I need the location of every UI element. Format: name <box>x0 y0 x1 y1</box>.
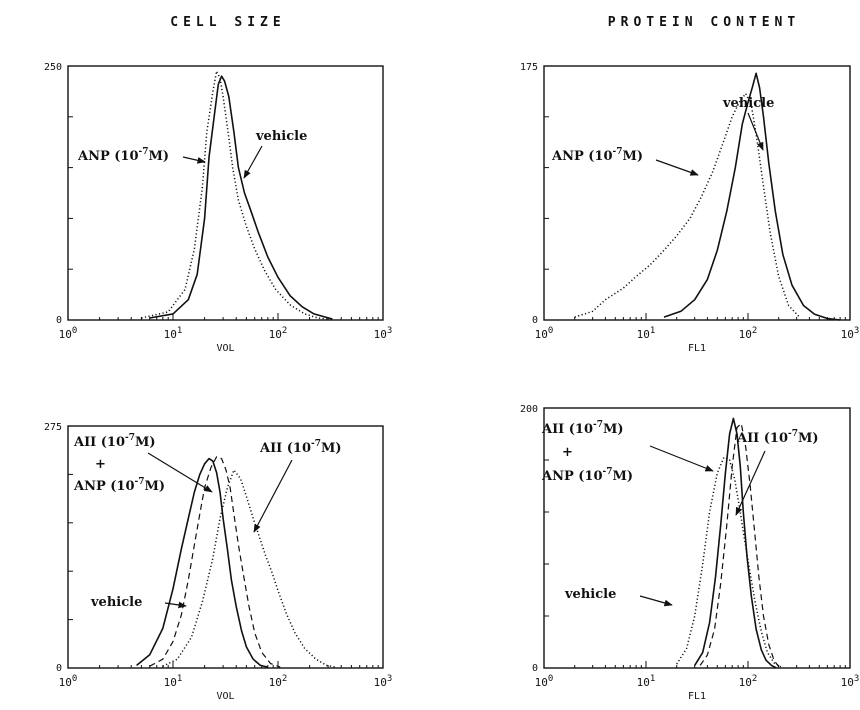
x-tick-label: 103 <box>374 326 393 341</box>
annotation-label: ANP (10-7M) <box>541 467 633 484</box>
annotation-label: AII (10-7M) <box>73 433 156 450</box>
x-tick-label: 100 <box>535 674 554 689</box>
series-line-2 <box>574 92 801 318</box>
x-axis-label: VOL <box>216 343 234 354</box>
annotation-arrow <box>164 601 187 609</box>
annotation-arrow <box>735 450 766 516</box>
annotation-arrow <box>747 112 764 151</box>
annotation-label: ANP (10-7M) <box>77 147 169 164</box>
annotation-label: + <box>562 445 573 460</box>
series-line-1 <box>136 457 268 668</box>
plot-frame <box>67 425 384 669</box>
annotation-label: AII (10-7M) <box>259 439 342 456</box>
x-tick-label: 102 <box>739 674 758 689</box>
x-tick-label: 100 <box>535 326 554 341</box>
series-line-1 <box>149 75 333 320</box>
annotation-label: ANP (10-7M) <box>551 147 643 164</box>
annotation-label: vehicle <box>722 96 774 111</box>
y-tick-label-zero: 0 <box>56 315 62 326</box>
annotation-label: AII (10-7M) <box>541 420 624 437</box>
annotation-arrow <box>639 595 673 607</box>
y-tick-label-max: 200 <box>520 404 538 415</box>
series-line-1 <box>663 72 841 321</box>
x-tick-label: 102 <box>269 674 288 689</box>
series-line-3 <box>676 456 782 668</box>
x-axis-label: FL1 <box>688 691 706 702</box>
annotation-label: vehicle <box>564 587 616 602</box>
annotation-label: + <box>95 457 106 472</box>
annotation-arrow <box>182 156 206 164</box>
y-tick-label-zero: 0 <box>532 663 538 674</box>
y-tick-label-zero: 0 <box>56 663 62 674</box>
annotation-arrow <box>147 452 213 493</box>
plot-frame <box>67 65 384 321</box>
x-tick-label: 103 <box>374 674 393 689</box>
x-tick-label: 101 <box>164 326 183 341</box>
annotation-arrow <box>655 159 699 176</box>
annotation-label: ANP (10-7M) <box>73 477 165 494</box>
annotation-arrow <box>649 445 714 472</box>
annotation-label: vehicle <box>255 129 307 144</box>
series-line-2 <box>141 70 329 320</box>
y-tick-label-zero: 0 <box>532 315 538 326</box>
x-tick-label: 101 <box>164 674 183 689</box>
x-tick-label: 100 <box>59 674 78 689</box>
series-line-1 <box>694 417 777 669</box>
x-tick-label: 102 <box>269 326 288 341</box>
x-tick-label: 103 <box>841 674 860 689</box>
x-tick-label: 102 <box>739 326 758 341</box>
x-tick-label: 100 <box>59 326 78 341</box>
y-tick-label-max: 275 <box>44 422 62 433</box>
x-tick-label: 103 <box>841 326 860 341</box>
series-line-3 <box>162 469 336 668</box>
series-line-2 <box>149 456 281 668</box>
plot-frame <box>543 65 851 321</box>
annotation-label: AII (10-7M) <box>736 429 819 446</box>
plot-frame <box>543 407 851 669</box>
column-title-protein-content: PROTEIN CONTENT <box>608 15 800 30</box>
x-axis-label: FL1 <box>688 343 706 354</box>
y-tick-label-max: 250 <box>44 62 62 73</box>
x-tick-label: 101 <box>637 674 656 689</box>
annotation-label: vehicle <box>90 595 142 610</box>
x-axis-label: VOL <box>216 691 234 702</box>
annotation-arrow <box>243 145 263 179</box>
y-tick-label-max: 175 <box>520 62 538 73</box>
series-line-2 <box>699 423 780 668</box>
x-tick-label: 101 <box>637 326 656 341</box>
column-title-cell-size: CELL SIZE <box>170 15 285 30</box>
annotation-arrow <box>253 459 293 533</box>
